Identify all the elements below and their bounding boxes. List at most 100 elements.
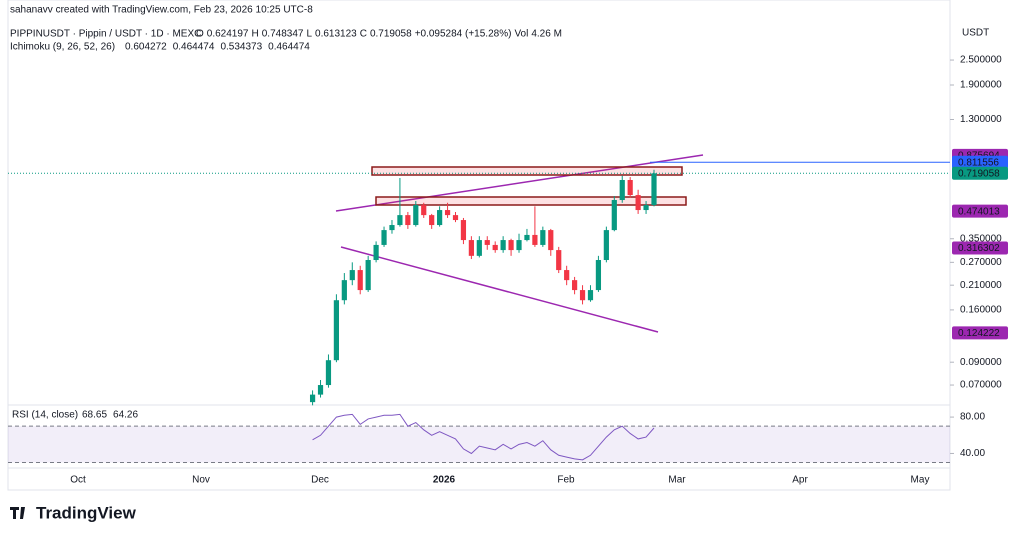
candle-body (611, 200, 617, 231)
symbol-title: PIPPINUSDT · Pippin / USDT · 1D · MEXC (10, 29, 201, 40)
candle-body (484, 240, 490, 245)
trend-line (335, 154, 704, 212)
candle-body (651, 173, 657, 206)
candle-body (365, 260, 371, 291)
candle-body (635, 195, 641, 211)
logo-icon (10, 507, 25, 519)
candle-body (437, 210, 443, 226)
ohlc-value: 0.719058 (370, 29, 412, 40)
indicator-value: 0.464474 (173, 42, 215, 53)
candle-body (381, 230, 387, 245)
candle-body (421, 205, 427, 216)
indicator-name: Ichimoku (9, 26, 52, 26) (10, 42, 115, 53)
y-tick-label: 80.00 (960, 412, 985, 423)
candle-body (516, 240, 522, 251)
price-tag (952, 204, 1008, 218)
indicator-value: 0.464474 (268, 42, 310, 53)
candle-body (579, 290, 586, 301)
ohlc-value: O (196, 29, 204, 40)
price-tag-label: 0.316302 (958, 243, 1000, 254)
price-tag-label: 0.811556 (958, 157, 999, 168)
candle-body (564, 270, 570, 281)
candle-body (508, 240, 514, 251)
candle-body (309, 394, 316, 403)
candle-body (643, 205, 649, 211)
currency: USDT (962, 28, 989, 39)
trend-line (340, 246, 659, 333)
candle-body (325, 360, 332, 386)
candle-body (595, 260, 602, 291)
candle-body (413, 205, 419, 226)
y-tick-label: 0.350000 (960, 233, 1002, 244)
candle-body (548, 230, 554, 251)
candle-body (405, 215, 411, 226)
zone-box (375, 196, 687, 206)
price-tag (952, 241, 1008, 255)
candle-body (460, 220, 467, 241)
x-tick-label: Feb (557, 475, 575, 486)
ohlc-value: H (252, 29, 259, 40)
rsi-band (8, 426, 950, 463)
y-tick-label: 40.00 (960, 448, 985, 459)
ohlc-value: +0.095284 (+15.28%) (415, 29, 512, 40)
y-tick-label: 1.900000 (960, 80, 1002, 91)
ohlc-value: 0.624197 (207, 29, 249, 40)
y-tick-label: 0.160000 (960, 305, 1002, 316)
rsi-title: RSI (14, close) (12, 410, 78, 421)
candle-body (492, 244, 498, 251)
candle-body (429, 215, 435, 226)
y-tick-label: 2.500000 (960, 55, 1002, 66)
candle-body (572, 280, 578, 291)
rsi-ma-value: 64.26 (113, 410, 138, 421)
ohlc-value: L (306, 29, 312, 40)
candle-body (397, 215, 403, 226)
candle-body (389, 225, 395, 231)
price-tag-label: 0.474013 (958, 206, 1000, 217)
x-tick-label: 2026 (433, 475, 456, 486)
candle-body (500, 240, 506, 251)
price-tag (952, 155, 1008, 169)
x-tick-label: Apr (792, 475, 808, 486)
ohlc-value: Vol (514, 29, 528, 40)
candle-body (627, 180, 633, 196)
price-tag-label: 0.719058 (958, 168, 1000, 179)
price-tag (952, 326, 1008, 340)
ohlc-value: 0.748347 (262, 29, 304, 40)
y-tick-label: 0.270000 (960, 257, 1002, 268)
ohlc-value: C (360, 29, 367, 40)
chart-frame (7, 0, 951, 491)
candle-body (524, 234, 530, 241)
logo: TradingView (36, 503, 137, 522)
candle-body (373, 244, 379, 261)
y-tick-label: 0.070000 (960, 380, 1002, 391)
ohlc-value: 0.613123 (315, 29, 357, 40)
ohlc-value: 4.26 M (531, 29, 562, 40)
candle-body (619, 180, 625, 201)
candle-body (349, 270, 355, 281)
candle-body (540, 230, 546, 245)
credit: sahanavv created with TradingView.com, F… (10, 5, 313, 16)
y-tick-label: 0.210000 (960, 280, 1002, 291)
candle-body (333, 300, 339, 361)
candle-body (468, 240, 474, 256)
candle-body (317, 385, 324, 395)
x-tick-label: May (911, 475, 930, 486)
x-tick-label: Dec (311, 475, 329, 486)
price-tag (952, 166, 1008, 180)
x-tick-label: Nov (192, 475, 210, 486)
zone-box (371, 166, 683, 176)
price-tag-label: 0.124222 (958, 328, 1000, 339)
candle-body (357, 270, 363, 291)
x-tick-label: Oct (70, 475, 86, 486)
candle-body (587, 290, 594, 301)
x-tick-label: Mar (668, 475, 686, 486)
candle-body (444, 210, 451, 216)
indicator-value: 0.604272 (125, 42, 167, 53)
rsi-line (312, 413, 655, 461)
candle-body (341, 280, 347, 301)
candle-body (532, 234, 538, 245)
indicator-value: 0.534373 (220, 42, 262, 53)
candle-body (556, 250, 562, 271)
